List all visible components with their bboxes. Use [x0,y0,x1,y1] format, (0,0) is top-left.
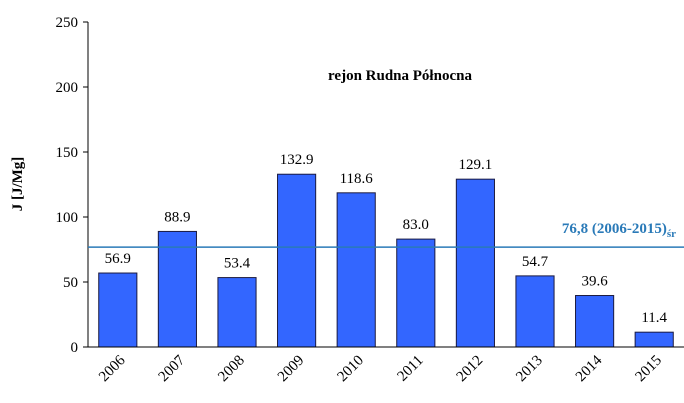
data-label: 88.9 [164,209,190,225]
bar [455,178,495,348]
x-tick-label: 2011 [394,353,426,385]
bar [157,230,197,348]
x-tick-label: 2008 [215,353,248,386]
bar [98,272,138,348]
data-label: 83.0 [403,217,429,233]
data-label: 118.6 [340,171,374,187]
y-tick-label: 0 [71,340,79,356]
x-tick-label: 2012 [454,353,487,386]
bar [515,275,555,348]
data-label: 56.9 [105,251,131,267]
y-tick-label: 150 [56,145,79,161]
y-axis-label: J [J/Mg] [10,157,26,212]
bar [336,192,376,348]
x-tick-label: 2009 [275,353,308,386]
x-tick-label: 2015 [633,353,666,386]
chart-title: rejon Rudna Północna [328,68,472,84]
x-tick-label: 2010 [335,353,368,386]
y-tick-label: 250 [56,15,79,31]
bar [575,295,615,348]
bar [396,238,436,348]
bar [217,277,257,348]
reference-label-subscript: śr [667,228,676,240]
data-label: 132.9 [280,152,314,168]
bar [634,331,674,348]
reference-label: 76,8 (2006-2015)śr [562,221,676,240]
data-label: 129.1 [459,157,493,173]
y-tick-label: 100 [56,210,79,226]
y-tick-label: 200 [56,80,79,96]
data-label: 39.6 [581,274,608,290]
reference-label-text: 76,8 (2006-2015) [562,221,667,237]
data-label: 53.4 [224,256,251,272]
x-tick-label: 2006 [96,352,129,385]
data-label: 11.4 [641,310,667,326]
x-tick-label: 2014 [573,352,606,385]
x-tick-label: 2013 [513,353,546,386]
x-tick-label: 2007 [156,352,189,385]
data-label: 54.7 [522,254,549,270]
y-tick-label: 50 [63,275,78,291]
bar [277,173,317,348]
